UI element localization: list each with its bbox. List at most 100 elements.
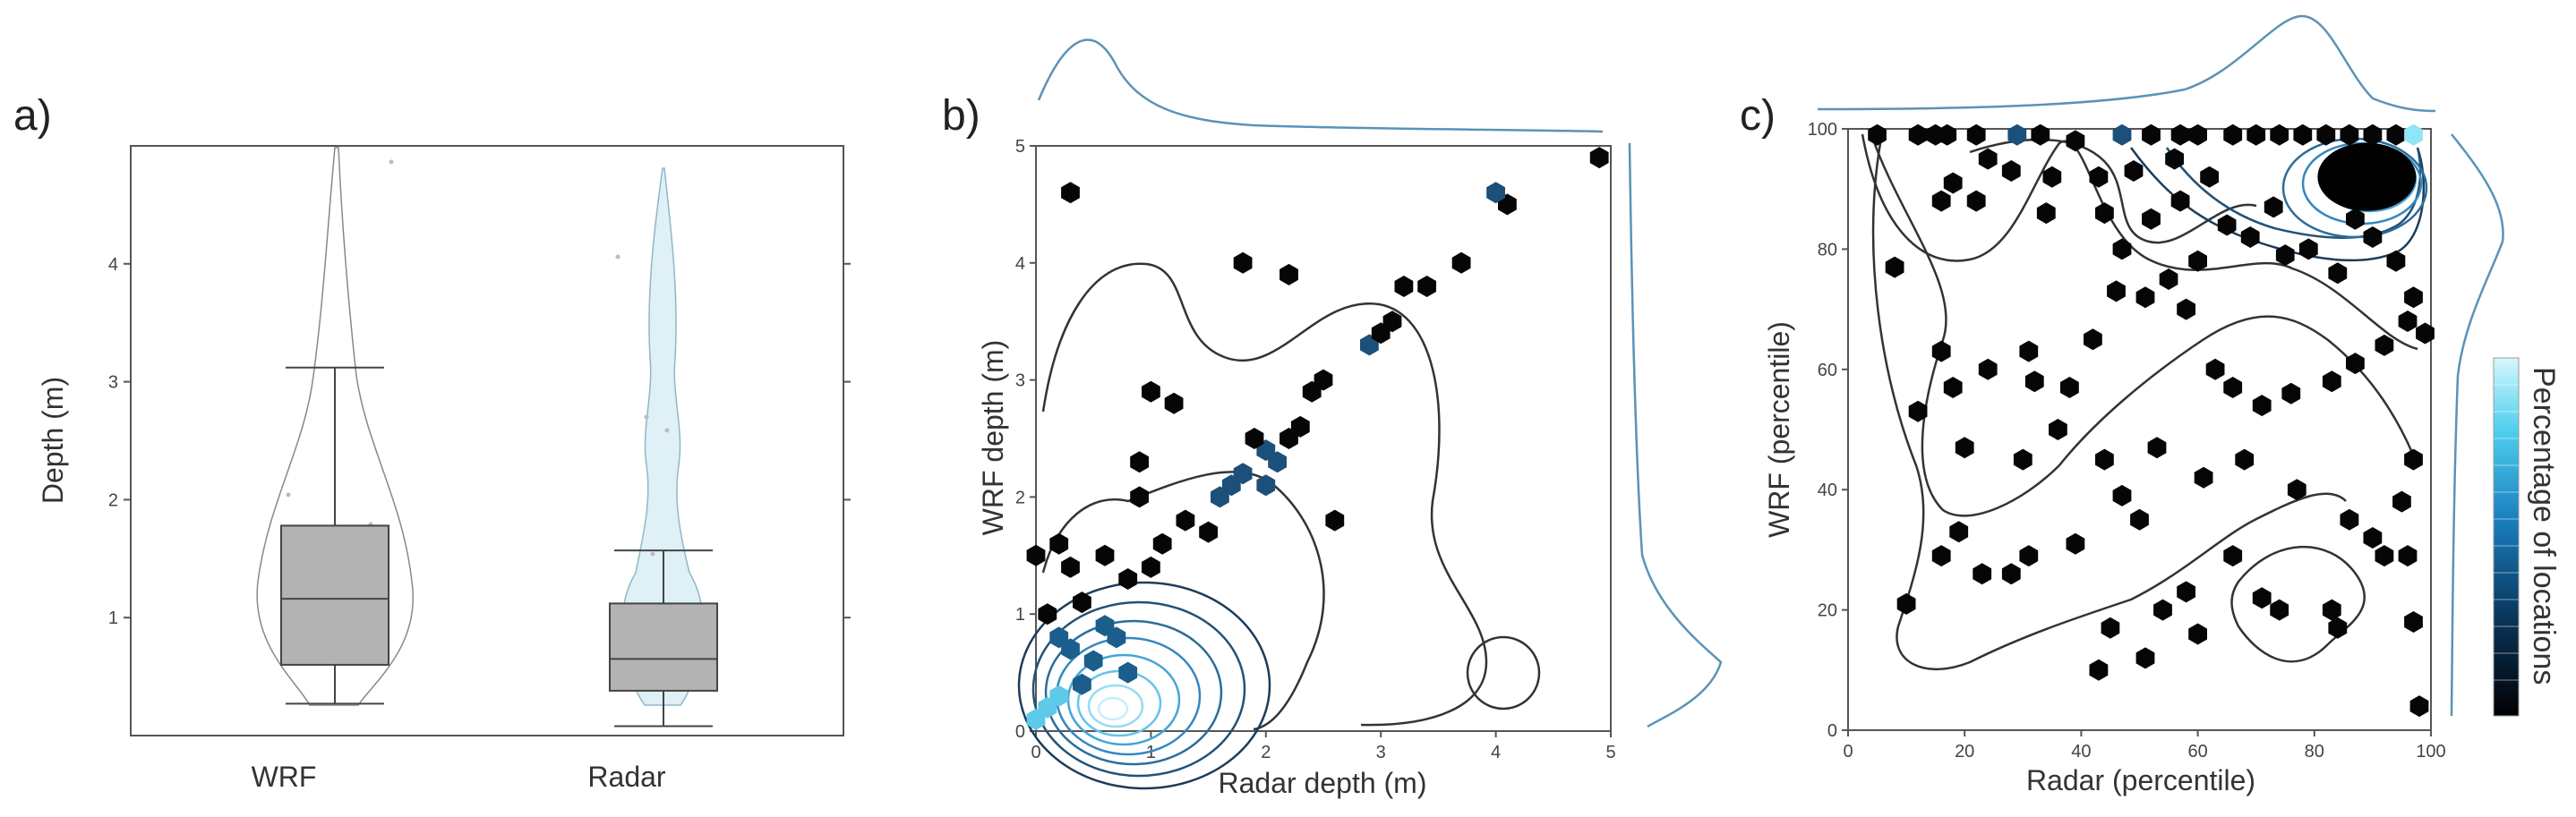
panel-c-point xyxy=(2298,238,2318,260)
panel-c-point xyxy=(2001,563,2021,585)
panel-c-point xyxy=(2066,532,2085,555)
panel-b-point xyxy=(1176,509,1195,532)
panel-c-point xyxy=(2340,123,2359,146)
panel-c-point xyxy=(2200,166,2219,188)
panel-c-point xyxy=(2177,581,2195,603)
panel-c-point xyxy=(2135,647,2155,669)
panel-b-point xyxy=(1325,509,1345,532)
panel-c-point xyxy=(1931,545,1951,567)
panel-c-point xyxy=(1966,190,1986,212)
panel-c-letter: c) xyxy=(1740,92,1776,140)
panel-b-xlabel: Radar depth (m) xyxy=(1219,767,1427,799)
panel-c-xtick-label: 40 xyxy=(2071,742,2091,762)
panel-c-point xyxy=(2322,370,2341,393)
panel-c-point xyxy=(2089,659,2109,681)
panel-c-xtick-label: 100 xyxy=(2416,742,2445,762)
panel-c-point xyxy=(2416,322,2435,345)
panel-c-point xyxy=(1931,340,1951,362)
panel-b-point xyxy=(1199,521,1218,543)
panel-b-point xyxy=(1256,474,1276,497)
category-label-radar: Radar xyxy=(587,761,666,793)
panel-c-point xyxy=(2247,123,2266,146)
panel-b-xtick-label: 3 xyxy=(1376,743,1386,762)
panel-b-ytick-label: 3 xyxy=(1015,371,1025,391)
panel-c-point xyxy=(2066,130,2085,152)
panel-b-point xyxy=(1026,544,1046,566)
panel-c-point xyxy=(2235,448,2255,471)
panel-c-point xyxy=(2142,208,2161,230)
panel-c-ylabel: WRF (percentile) xyxy=(1763,321,1795,538)
panel-c-point xyxy=(2101,617,2120,639)
panel-c-point xyxy=(2217,214,2237,236)
panel-c-point xyxy=(2409,695,2429,718)
panel-c-point xyxy=(1868,123,1887,146)
panel-b-point xyxy=(1279,263,1298,285)
panel-c-point xyxy=(2060,377,2079,398)
panel-b-point xyxy=(1026,708,1046,730)
panel-b-point xyxy=(1061,182,1080,204)
panel-c-point xyxy=(2019,340,2039,362)
panel-b-points xyxy=(1026,147,1609,730)
panel-c-ytick-label: 40 xyxy=(1818,481,1837,500)
panel-b-ytick-label: 0 xyxy=(1015,722,1025,742)
panel-c-point xyxy=(2188,250,2207,272)
panel-c-point xyxy=(1973,563,1992,585)
panel-b-ytick-label: 1 xyxy=(1015,605,1025,625)
panel-c-point xyxy=(2089,166,2109,188)
panel-c-point xyxy=(1885,256,1904,278)
panel-c-point xyxy=(1978,148,1998,170)
panel-c-point xyxy=(2177,298,2195,320)
panel-c-point xyxy=(2036,202,2056,225)
panel-c-point xyxy=(2275,244,2295,267)
panel-c-points xyxy=(1868,123,2435,718)
panel-b-point xyxy=(1152,532,1172,555)
panel-c-point xyxy=(2170,123,2190,146)
panel-a-frame xyxy=(130,145,844,736)
panel-c-xtick-label: 60 xyxy=(2187,742,2207,762)
panel-b-xtick-label: 0 xyxy=(1031,743,1040,762)
panel-a-ytick-label: 3 xyxy=(108,373,118,393)
panel-b-point xyxy=(1073,673,1091,695)
panel-c-point xyxy=(1908,400,1928,422)
panel-c-point xyxy=(2404,611,2423,633)
panel-c-point xyxy=(2386,250,2406,272)
panel-b-top-kde xyxy=(1037,38,1604,133)
panel-c-point xyxy=(2375,334,2394,356)
panel-b-ytick-label: 4 xyxy=(1015,254,1025,274)
panel-c-point xyxy=(2130,508,2149,531)
colorbar-label: Percentage of locations xyxy=(2527,367,2561,685)
panel-c-point xyxy=(2049,419,2067,440)
panel-a-letter: a) xyxy=(13,92,52,140)
panel-b-point xyxy=(1095,615,1115,637)
panel-c-point xyxy=(2112,238,2132,260)
panel-b-point xyxy=(1233,251,1253,274)
panel-c-xlabel: Radar (percentile) xyxy=(2026,764,2255,796)
panel-b-point xyxy=(1130,451,1149,473)
panel-c-ytick-label: 20 xyxy=(1818,601,1837,621)
panel-c-point xyxy=(2287,479,2306,501)
category-label-wrf: WRF xyxy=(252,761,317,793)
panel-a-ytick-label: 2 xyxy=(108,490,118,510)
panel-c-point xyxy=(2223,377,2243,398)
panel-c-point xyxy=(2007,123,2027,146)
panel-b-point xyxy=(1083,650,1103,672)
panel-c-ytick-label: 100 xyxy=(1808,120,1837,140)
panel-c-point xyxy=(2095,448,2114,471)
panel-c-point xyxy=(2042,166,2062,188)
panel-b-point xyxy=(1061,638,1080,660)
panel-c-point xyxy=(1943,172,1963,194)
panel-c-point xyxy=(2165,148,2184,170)
panel-c-point xyxy=(2316,123,2336,146)
panel-c-point xyxy=(2153,599,2172,621)
panel-c-point xyxy=(2363,123,2383,146)
panel-c-dense-cluster xyxy=(2317,142,2417,211)
panel-c-point xyxy=(1943,377,1963,398)
panel-c-point xyxy=(1978,358,1998,380)
panel-b-point xyxy=(1164,392,1184,414)
panel-b-ytick-label: 5 xyxy=(1015,137,1025,157)
panel-b-right-kde xyxy=(1628,142,1723,728)
panel-c-point xyxy=(2252,587,2272,609)
panel-b-point xyxy=(1038,603,1057,626)
panel-b-point xyxy=(1211,486,1229,508)
